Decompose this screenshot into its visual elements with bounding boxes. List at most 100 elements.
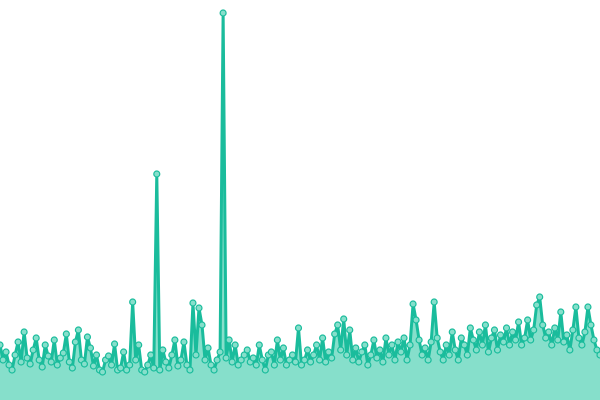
- data-point-93: [276, 356, 285, 364]
- data-point-45: [132, 356, 140, 364]
- data-point-134: [400, 334, 408, 342]
- data-point-122: [364, 361, 372, 369]
- data-point-91: [270, 361, 278, 369]
- data-point-112: [334, 321, 342, 329]
- data-point-62: [183, 361, 191, 369]
- data-point-102: [303, 346, 312, 354]
- data-point-138: [412, 316, 420, 324]
- data-point-150: [448, 328, 456, 336]
- data-point-1: [0, 356, 7, 364]
- data-point-21: [59, 349, 67, 357]
- data-point-95: [282, 361, 291, 369]
- data-point-17: [47, 358, 55, 366]
- data-point-75: [222, 354, 230, 362]
- data-point-64: [189, 299, 197, 307]
- data-point-192: [575, 334, 583, 342]
- data-point-67: [198, 321, 206, 329]
- data-point-37: [107, 361, 116, 369]
- data-point-12: [32, 334, 40, 342]
- data-point-85: [252, 361, 260, 369]
- data-point-160: [478, 341, 487, 349]
- data-point-59: [174, 362, 182, 370]
- data-point-183: [548, 341, 556, 349]
- data-point-41: [120, 348, 128, 356]
- data-point-7: [17, 358, 25, 366]
- data-point-188: [563, 331, 571, 339]
- data-point-0: [0, 341, 4, 349]
- data-point-146: [436, 348, 444, 356]
- data-point-181: [542, 334, 550, 342]
- data-point-22: [62, 330, 70, 338]
- data-point-109: [325, 348, 333, 356]
- data-point-141: [421, 344, 429, 352]
- data-point-111: [331, 330, 339, 338]
- data-point-189: [566, 346, 574, 354]
- data-point-174: [521, 334, 529, 342]
- data-point-194: [581, 328, 589, 336]
- data-point-42: [123, 366, 131, 374]
- data-point-94: [279, 344, 288, 352]
- data-point-51: [150, 364, 158, 372]
- data-point-153: [457, 334, 465, 342]
- data-point-87: [258, 356, 266, 364]
- data-point-81: [240, 351, 248, 359]
- data-point-156: [466, 324, 474, 332]
- data-point-185: [554, 336, 562, 344]
- data-point-29: [83, 333, 92, 341]
- data-point-116: [346, 326, 354, 334]
- data-point-74: [219, 9, 227, 17]
- data-point-121: [361, 341, 369, 349]
- data-point-80: [237, 356, 245, 364]
- data-point-66: [195, 304, 203, 312]
- data-point-48: [141, 368, 149, 376]
- data-point-88: [261, 366, 269, 374]
- data-point-128: [382, 334, 390, 342]
- data-point-159: [475, 328, 483, 336]
- data-point-54: [159, 346, 167, 354]
- data-point-152: [454, 356, 462, 364]
- data-point-78: [231, 341, 239, 349]
- data-point-123: [367, 351, 375, 359]
- data-point-162: [484, 348, 493, 356]
- data-point-126: [376, 346, 384, 354]
- data-point-166: [496, 331, 505, 339]
- data-point-129: [385, 351, 393, 359]
- data-point-120: [358, 348, 366, 356]
- data-point-195: [584, 303, 592, 311]
- data-point-104: [309, 351, 318, 359]
- data-point-90: [267, 348, 275, 356]
- data-point-71: [210, 366, 218, 374]
- series-line: [0, 11, 600, 374]
- data-point-60: [177, 356, 185, 364]
- data-point-40: [117, 364, 125, 372]
- data-point-147: [439, 356, 447, 364]
- data-point-82: [243, 346, 251, 354]
- data-point-107: [319, 334, 327, 342]
- data-point-5: [11, 351, 19, 359]
- data-point-114: [340, 315, 348, 323]
- data-point-187: [560, 338, 568, 346]
- data-point-119: [355, 358, 363, 366]
- data-point-65: [192, 351, 200, 359]
- data-point-127: [379, 358, 387, 366]
- data-point-72: [213, 356, 221, 364]
- data-point-186: [557, 308, 565, 316]
- data-point-178: [533, 301, 541, 309]
- data-point-140: [418, 351, 426, 359]
- data-point-148: [442, 341, 450, 349]
- data-point-55: [162, 358, 170, 366]
- data-point-99: [294, 324, 303, 332]
- data-point-11: [29, 346, 37, 354]
- data-point-100: [297, 361, 306, 369]
- data-point-139: [415, 336, 423, 344]
- data-point-142: [424, 356, 432, 364]
- data-point-171: [511, 336, 520, 344]
- data-point-61: [180, 338, 188, 346]
- data-point-172: [514, 318, 523, 326]
- data-point-190: [569, 326, 577, 334]
- data-point-105: [312, 341, 321, 349]
- data-point-106: [315, 356, 324, 364]
- data-point-115: [343, 351, 351, 359]
- data-point-58: [171, 336, 179, 344]
- data-point-79: [234, 361, 242, 369]
